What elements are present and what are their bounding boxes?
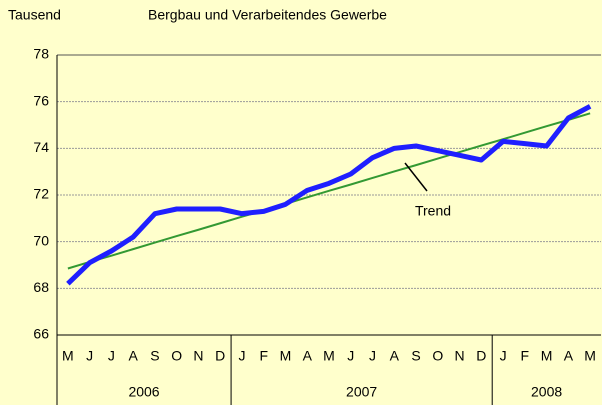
x-tick-label: M — [323, 348, 335, 364]
y-tick-label: 76 — [33, 92, 49, 108]
y-tick-label: 68 — [33, 279, 49, 295]
x-tick-label: S — [150, 348, 159, 364]
series-line — [67, 112, 591, 270]
x-tick-label: J — [108, 348, 115, 364]
x-tick-label: D — [476, 348, 486, 364]
x-tick-label: M — [541, 348, 553, 364]
y-tick-label: 70 — [33, 232, 49, 248]
x-tick-label: J — [86, 348, 93, 364]
year-label: 2008 — [531, 384, 562, 400]
year-label: 2007 — [346, 384, 377, 400]
x-tick-label: J — [238, 348, 245, 364]
x-tick-label: A — [303, 348, 313, 364]
x-tick-label: A — [128, 348, 138, 364]
x-tick-label: J — [500, 348, 507, 364]
x-tick-label: F — [521, 348, 530, 364]
x-tick-label: O — [432, 348, 443, 364]
x-tick-label: D — [215, 348, 225, 364]
x-tick-label: O — [171, 348, 182, 364]
chart-subtitle: Bergbau und Verarbeitendes Gewerbe — [148, 7, 387, 23]
annotation: Trend — [415, 203, 451, 219]
year-label: 2006 — [128, 384, 159, 400]
x-tick-label: A — [564, 348, 574, 364]
y-tick-label: 78 — [33, 46, 49, 62]
x-tick-label: J — [369, 348, 376, 364]
x-tick-label: F — [259, 348, 268, 364]
annotation-pointer — [404, 162, 428, 192]
x-tick-label: M — [62, 348, 74, 364]
y-tick-label: 66 — [33, 326, 49, 342]
y-tick-label: 74 — [33, 139, 49, 155]
x-tick-label: S — [411, 348, 420, 364]
x-tick-label: J — [347, 348, 354, 364]
x-tick-label: N — [193, 348, 203, 364]
y-axis-label: Tausend — [8, 7, 61, 23]
x-tick-label: A — [390, 348, 400, 364]
series-line — [66, 104, 592, 286]
x-tick-label: M — [280, 348, 292, 364]
x-tick-label: N — [454, 348, 464, 364]
x-tick-label: M — [584, 348, 596, 364]
y-tick-label: 72 — [33, 186, 49, 202]
